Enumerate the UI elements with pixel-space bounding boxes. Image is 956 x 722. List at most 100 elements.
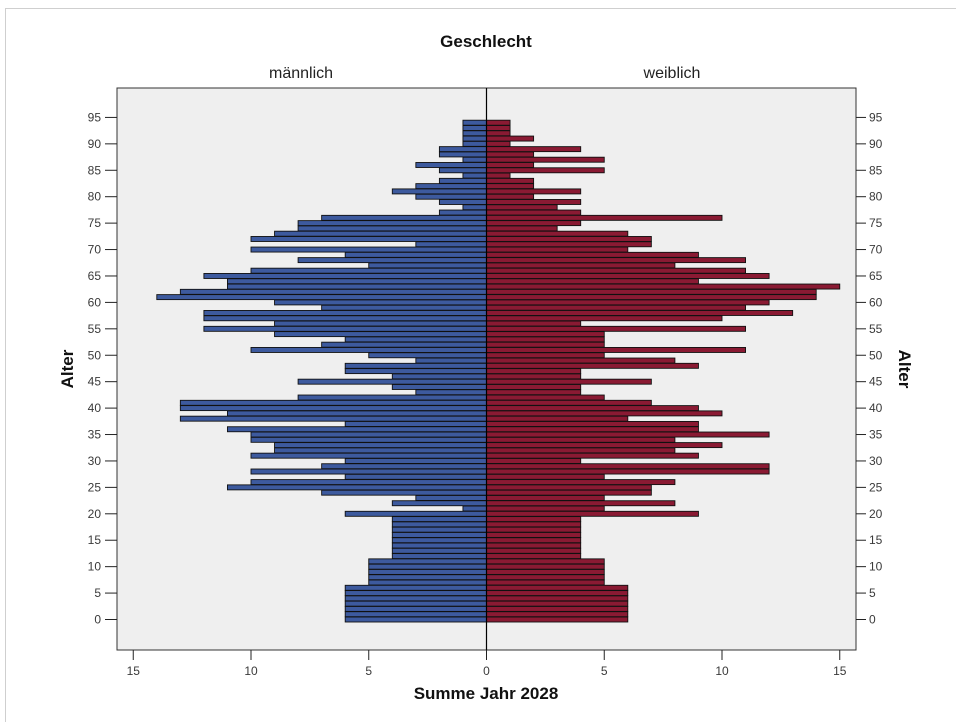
y-tick-label-right-50: 50 [869, 348, 883, 362]
bar-female-age-77 [486, 209, 582, 216]
bar-female-age-39 [486, 410, 723, 417]
bar-female-age-86 [486, 162, 535, 168]
bar-male-age-59 [321, 304, 487, 311]
bar-female-age-17 [486, 526, 582, 533]
bar-female-age-11 [486, 558, 605, 565]
bar-female-age-56 [486, 320, 582, 327]
bar-female-age-61 [486, 294, 817, 301]
bar-male-age-16 [391, 531, 487, 538]
bar-female-age-76 [486, 214, 723, 221]
bar-female-age-89 [486, 146, 582, 153]
bar-female-age-80 [486, 193, 535, 200]
bar-male-age-20 [344, 510, 487, 517]
bar-male-age-85 [438, 167, 487, 174]
bar-male-age-57 [203, 315, 487, 322]
x-tick-label-5: 10 [715, 664, 729, 678]
bar-male-age-27 [344, 473, 487, 480]
bar-male-age-69 [344, 251, 487, 258]
bar-female-age-70 [486, 246, 629, 253]
bar-female-age-41 [486, 399, 652, 406]
y-tick-label-left-95: 95 [88, 110, 102, 124]
bar-female-age-40 [486, 405, 699, 412]
bar-male-age-7 [368, 579, 487, 586]
x-axis-title: Summe Jahr 2028 [414, 684, 559, 703]
bar-female-age-83 [486, 177, 535, 184]
bar-male-age-40 [179, 405, 487, 412]
bar-female-age-88 [486, 151, 535, 158]
y-tick-label-right-10: 10 [869, 560, 883, 574]
bar-male-age-54 [274, 331, 487, 338]
bar-female-age-94 [486, 119, 511, 126]
bar-female-age-24 [486, 489, 652, 496]
bar-female-age-30 [486, 458, 582, 464]
bar-female-age-22 [486, 500, 676, 507]
bar-male-age-47 [344, 368, 487, 375]
bar-male-age-61 [156, 294, 487, 301]
bar-male-age-73 [274, 230, 487, 237]
bar-female-age-79 [486, 199, 582, 205]
bar-female-age-18 [486, 521, 582, 528]
bar-female-age-44 [486, 384, 582, 390]
bar-female-age-16 [486, 531, 582, 538]
bar-female-age-85 [486, 167, 605, 174]
bar-male-age-5 [344, 590, 487, 597]
y-tick-label-right-65: 65 [869, 269, 883, 283]
panel-label-female: weiblich [643, 65, 701, 82]
bar-female-age-54 [486, 331, 605, 338]
bar-female-age-58 [486, 310, 794, 316]
bar-male-age-62 [179, 288, 487, 295]
bar-female-age-68 [486, 257, 746, 264]
bar-male-age-30 [344, 458, 487, 464]
bar-female-age-6 [486, 584, 629, 591]
bar-female-age-37 [486, 421, 699, 427]
y-tick-label-left-45: 45 [88, 375, 102, 389]
bar-female-age-87 [486, 156, 605, 163]
x-tick-label-2: 5 [365, 664, 372, 678]
bar-male-age-17 [391, 526, 487, 533]
bar-female-age-8 [486, 574, 605, 581]
bar-female-age-26 [486, 479, 676, 486]
bar-male-age-42 [297, 394, 487, 401]
bar-male-age-29 [321, 463, 487, 470]
bar-male-age-65 [203, 273, 487, 279]
bar-female-age-19 [486, 516, 582, 523]
bar-male-age-93 [462, 125, 487, 131]
bar-male-age-0 [344, 616, 487, 623]
bar-male-age-77 [438, 209, 487, 216]
bar-male-age-51 [250, 347, 487, 353]
male-bars [156, 119, 487, 623]
x-tick-label-6: 15 [833, 664, 847, 678]
y-tick-label-right-95: 95 [869, 110, 883, 124]
bar-male-age-90 [462, 140, 487, 147]
bar-female-age-51 [486, 347, 746, 353]
bar-female-age-92 [486, 130, 511, 137]
bar-female-age-32 [486, 447, 676, 454]
bar-male-age-38 [179, 415, 487, 422]
bar-male-age-86 [415, 162, 487, 168]
bar-male-age-23 [415, 494, 487, 501]
y-tick-label-left-65: 65 [88, 269, 102, 283]
bar-male-age-70 [250, 246, 487, 253]
y-tick-label-right-0: 0 [869, 613, 876, 627]
bar-male-age-8 [368, 574, 487, 581]
bar-male-age-83 [438, 177, 487, 184]
bar-female-age-72 [486, 236, 652, 242]
y-tick-label-right-70: 70 [869, 243, 883, 257]
bar-female-age-1 [486, 611, 629, 618]
bar-male-age-18 [391, 521, 487, 528]
female-bars [486, 119, 841, 623]
bar-female-age-2 [486, 605, 629, 612]
y-tick-label-right-30: 30 [869, 454, 883, 468]
bar-male-age-71 [415, 241, 487, 248]
bar-male-age-56 [274, 320, 487, 327]
bar-male-age-60 [274, 299, 487, 306]
bar-male-age-10 [368, 563, 487, 570]
bar-male-age-41 [179, 399, 487, 406]
bar-female-age-93 [486, 125, 511, 131]
y-tick-label-left-5: 5 [94, 586, 101, 600]
y-tick-label-left-40: 40 [88, 401, 102, 415]
bar-female-age-45 [486, 378, 652, 385]
bar-female-age-49 [486, 357, 676, 364]
y-tick-label-right-45: 45 [869, 375, 883, 389]
bar-female-age-25 [486, 484, 652, 491]
